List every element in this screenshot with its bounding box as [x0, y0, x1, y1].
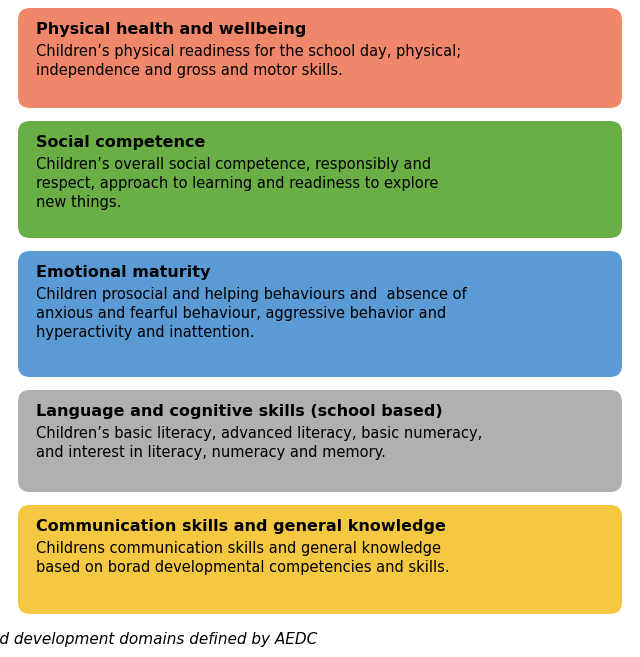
FancyBboxPatch shape	[18, 390, 622, 492]
Text: Physical health and wellbeing: Physical health and wellbeing	[36, 22, 307, 37]
Text: Children prosocial and helping behaviours and  absence of
anxious and fearful be: Children prosocial and helping behaviour…	[36, 287, 467, 340]
FancyBboxPatch shape	[18, 505, 622, 614]
Text: od development domains defined by AEDC: od development domains defined by AEDC	[0, 632, 317, 647]
FancyBboxPatch shape	[18, 121, 622, 238]
Text: Emotional maturity: Emotional maturity	[36, 265, 211, 280]
Text: Children’s physical readiness for the school day, physical;
independence and gro: Children’s physical readiness for the sc…	[36, 44, 461, 78]
Text: Childrens communication skills and general knowledge
based on borad developmenta: Childrens communication skills and gener…	[36, 541, 450, 575]
Text: Social competence: Social competence	[36, 135, 205, 150]
FancyBboxPatch shape	[18, 251, 622, 377]
Text: Language and cognitive skills (school based): Language and cognitive skills (school ba…	[36, 404, 443, 419]
FancyBboxPatch shape	[18, 8, 622, 108]
Text: Communication skills and general knowledge: Communication skills and general knowled…	[36, 519, 446, 534]
Text: Children’s overall social competence, responsibly and
respect, approach to learn: Children’s overall social competence, re…	[36, 157, 438, 210]
Text: Children’s basic literacy, advanced literacy, basic numeracy,
and interest in li: Children’s basic literacy, advanced lite…	[36, 426, 483, 460]
